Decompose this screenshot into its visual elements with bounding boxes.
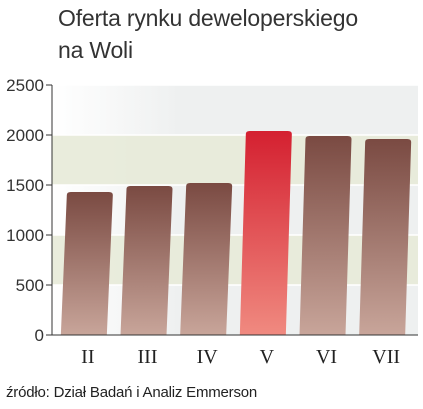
y-tick-label: 500 [16,276,44,295]
x-tick-label: V [260,346,275,368]
chart-title-line-2: na Woli [58,37,133,63]
x-tick-label: III [138,346,158,368]
band-500-1000 [52,235,418,285]
bar-III [120,186,173,335]
y-tick-label: 1500 [6,176,44,195]
bar-V [239,131,292,335]
source-note: źródło: Dział Badań i Analiz Emmerson [6,384,257,401]
source-text: źródło: Dział Badań i Analiz Emmerson [6,384,258,401]
chart-title: Oferta rynku deweloperskiego na Woli [58,2,358,66]
y-tick-label: 2500 [6,76,44,95]
bar-VI [299,136,352,335]
bar-II [60,192,113,335]
y-tick-label: 0 [35,326,44,345]
plot-background [52,85,418,335]
x-tick-label: II [81,346,94,368]
x-tick-label: IV [197,346,219,368]
y-tick-label: 1000 [6,226,44,245]
y-tick-label: 2000 [6,126,44,145]
x-tick-label: VII [372,346,400,368]
chart-title-line-1: Oferta rynku deweloperskiego [58,5,358,31]
bar-VII [359,139,412,335]
x-tick-label: VI [316,346,337,368]
band-1500-2000 [52,135,418,185]
bar-IV [180,183,233,335]
